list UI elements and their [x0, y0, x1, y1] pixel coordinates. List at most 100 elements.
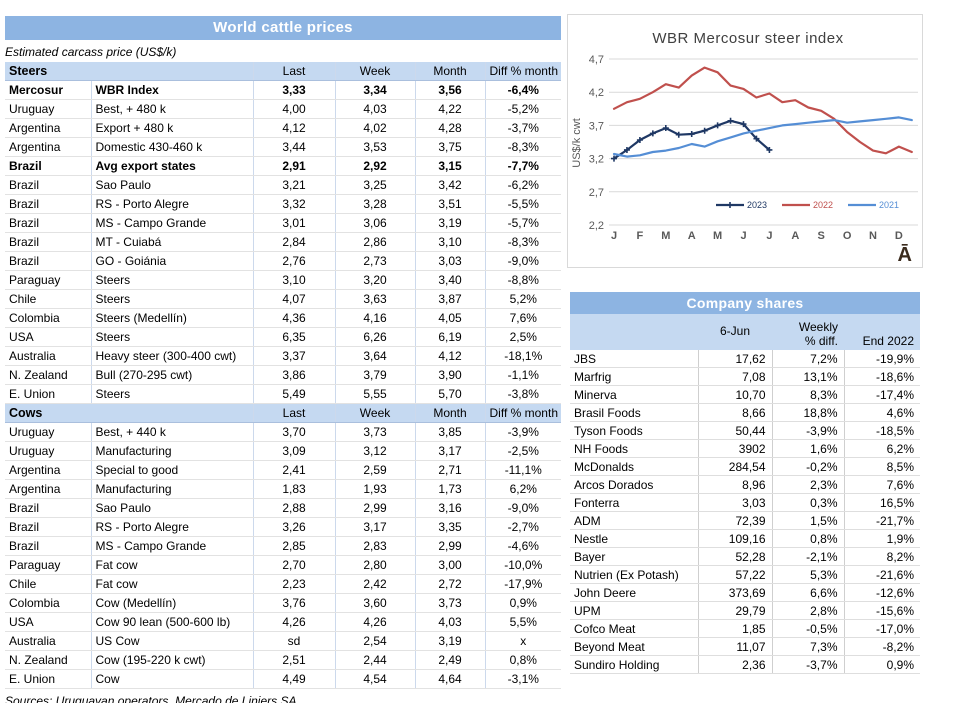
cell-week: 2,92 [335, 156, 416, 176]
cell-company: Tyson Foods [570, 421, 699, 440]
cell-country: Brazil [5, 156, 92, 176]
section-header-row: Cows Last Week Month Diff % month [5, 403, 562, 423]
cell-week: 3,79 [335, 365, 416, 385]
table-row: Mercosur WBR Index 3,33 3,34 3,56 -6,4% [5, 80, 562, 100]
cell-diff-pct-month: -11,1% [485, 460, 562, 480]
cell-weekly-diff: 2,3% [772, 475, 845, 494]
cell-price: 2,36 [698, 655, 773, 674]
cell-end-2022: -12,6% [844, 583, 920, 602]
cell-description: MS - Campo Grande [91, 213, 254, 233]
company-row: JBS 17,62 7,2% -19,9% [570, 350, 920, 368]
cell-diff-pct-month: 5,5% [485, 612, 562, 632]
cell-country: Argentina [5, 137, 92, 157]
cell-weekly-diff: 13,1% [772, 367, 845, 386]
cell-diff-pct-month: -5,2% [485, 99, 562, 119]
cell-weekly-diff: -3,9% [772, 421, 845, 440]
cell-month: 5,70 [415, 384, 486, 404]
cell-company: Marfrig [570, 367, 699, 386]
cell-description: Fat cow [91, 574, 254, 594]
cell-description: RS - Porto Alegre [91, 194, 254, 214]
company-row: Arcos Dorados 8,96 2,3% 7,6% [570, 475, 920, 494]
cell-country: Colombia [5, 308, 92, 328]
cell-last: 4,49 [253, 669, 336, 689]
company-row: Nutrien (Ex Potash) 57,22 5,3% -21,6% [570, 565, 920, 584]
table-row: Colombia Steers (Medellín) 4,36 4,16 4,05 7,6… [5, 308, 562, 328]
company-col-date: 6-Jun [719, 324, 751, 338]
cell-price: 57,22 [698, 565, 773, 584]
cell-last: 2,76 [253, 251, 336, 271]
cell-month: 3,00 [415, 555, 486, 575]
company-row: ADM 72,39 1,5% -21,7% [570, 511, 920, 530]
cell-last: 2,85 [253, 536, 336, 556]
cell-description: Steers (Medellín) [91, 308, 254, 328]
cell-week: 2,80 [335, 555, 416, 575]
company-row: Nestle 109,16 0,8% 1,9% [570, 529, 920, 548]
cell-week: 6,26 [335, 327, 416, 347]
cell-diff-pct-month: -3,9% [485, 422, 562, 442]
cell-last: 2,70 [253, 555, 336, 575]
cell-end-2022: -21,6% [844, 565, 920, 584]
table-row: Argentina Special to good 2,41 2,59 2,71 -11,… [5, 460, 562, 480]
cell-description: Steers [91, 384, 254, 404]
svg-text:4,2: 4,2 [589, 87, 604, 99]
world-subtitle: Estimated carcass price (US$/k) [5, 45, 177, 59]
cell-company: Nutrien (Ex Potash) [570, 565, 699, 584]
company-shares-panel: Company shares 6-Jun Weekly % diff. End … [570, 292, 920, 674]
cell-diff-pct-month: -6,4% [485, 80, 562, 100]
world-cattle-prices-panel: World cattle prices Estimated carcass pr… [5, 16, 562, 703]
cell-diff-pct-month: 0,8% [485, 650, 562, 670]
cell-diff-pct-month: -8,8% [485, 270, 562, 290]
cell-end-2022: -18,6% [844, 367, 920, 386]
cell-diff-pct-month: -9,0% [485, 498, 562, 518]
cell-country: Colombia [5, 593, 92, 613]
cell-month: 3,40 [415, 270, 486, 290]
cell-diff-pct-month: 0,9% [485, 593, 562, 613]
cell-diff-pct-month: -2,5% [485, 441, 562, 461]
cell-month: 4,03 [415, 612, 486, 632]
cell-price: 109,16 [698, 529, 773, 548]
cell-week: 3,34 [335, 80, 416, 100]
table-row: USA Cow 90 lean (500-600 lb) 4,26 4,26 4,03 5… [5, 612, 562, 632]
cell-month: 3,17 [415, 441, 486, 461]
column-header: Diff % month [485, 403, 562, 423]
cell-last: 3,44 [253, 137, 336, 157]
column-header: Last [253, 62, 336, 81]
cell-end-2022: -18,5% [844, 421, 920, 440]
cell-diff-pct-month: -8,3% [485, 232, 562, 252]
cell-description: MT - Cuiabá [91, 232, 254, 252]
cell-description: Fat cow [91, 555, 254, 575]
cell-company: NH Foods [570, 439, 699, 458]
cell-country: Brazil [5, 232, 92, 252]
cell-description: Export + 480 k [91, 118, 254, 138]
section-header-row: Steers Last Week Month Diff % month [5, 62, 562, 81]
cell-week: 3,28 [335, 194, 416, 214]
cell-company: Nestle [570, 529, 699, 548]
series-2022-line [612, 66, 913, 155]
cell-price: 8,96 [698, 475, 773, 494]
cell-country: Mercosur [5, 80, 92, 100]
cell-price: 29,79 [698, 601, 773, 620]
cell-country: E. Union [5, 384, 92, 404]
cell-weekly-diff: -0,2% [772, 457, 845, 476]
world-title-banner: World cattle prices [5, 16, 561, 40]
column-header: Week [335, 62, 416, 81]
cell-diff-pct-month: -5,5% [485, 194, 562, 214]
cell-end-2022: -19,9% [844, 350, 920, 368]
cell-description: Sao Paulo [91, 175, 254, 195]
cell-last: 3,37 [253, 346, 336, 366]
cell-company: Beyond Meat [570, 637, 699, 656]
cell-price: 3,03 [698, 493, 773, 512]
cell-last: 3,86 [253, 365, 336, 385]
svg-text:S: S [818, 230, 825, 242]
cell-month: 2,71 [415, 460, 486, 480]
cell-price: 284,54 [698, 457, 773, 476]
cell-country: E. Union [5, 669, 92, 689]
series-2023-markers [611, 117, 773, 162]
table-row: Brazil MT - Cuiabá 2,84 2,86 3,10 -8,3% [5, 232, 562, 252]
cell-description: Avg export states [91, 156, 254, 176]
cell-description: Cow (Medellín) [91, 593, 254, 613]
cell-week: 3,20 [335, 270, 416, 290]
cell-price: 10,70 [698, 385, 773, 404]
cell-description: WBR Index [91, 80, 254, 100]
